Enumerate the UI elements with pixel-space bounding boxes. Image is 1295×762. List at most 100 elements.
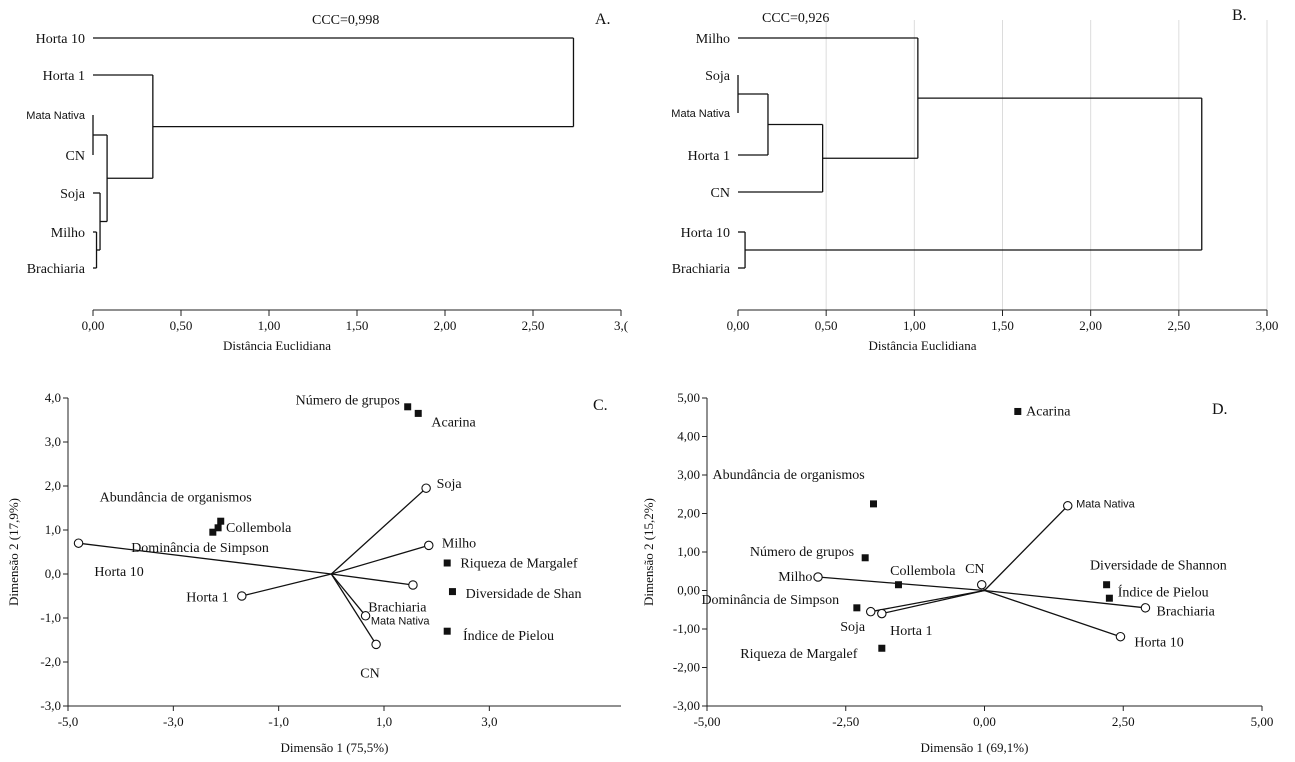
site-label: Soja — [840, 620, 866, 635]
site-vector — [870, 589, 985, 613]
y-tick-label: -2,00 — [673, 660, 700, 675]
leaf-label: Mata Nativa — [671, 108, 731, 120]
biplot-panel-d: -5,00 -2,50 0,00 2,50 5,00 5,00 4,00 3,00 2,00 1,… — [641, 390, 1273, 755]
variable-point — [414, 409, 422, 417]
site-vector — [241, 573, 332, 597]
site-label: Brachiaria — [368, 600, 427, 615]
variable-label: Abundância de organismos — [100, 490, 252, 505]
site-vector — [984, 505, 1069, 591]
x-tick-label: -5,00 — [693, 714, 720, 729]
dendrogram-panel-a: 0,00 0,50 1,00 1,50 2,00 2,50 3,(Distância Euc… — [26, 11, 628, 353]
site-label: CN — [360, 666, 379, 681]
leaf-label: Horta 10 — [36, 32, 85, 47]
site-label: Milho — [778, 570, 812, 585]
site-point — [1063, 501, 1073, 511]
site-label: Horta 1 — [890, 624, 932, 639]
biplot-panel-c: -5,0 -3,0 -1,0 1,0 3,04,03,02,01,00,0-1,0-2,… — [6, 390, 621, 755]
x-tick-label: 1,00 — [258, 318, 281, 333]
variable-label: Dominância de Simpson — [701, 593, 839, 608]
site-point — [976, 579, 987, 590]
y-tick-label: 0,0 — [45, 566, 61, 581]
site-label: Horta 1 — [186, 590, 228, 605]
variable-label: Número de grupos — [296, 394, 400, 409]
site-point — [237, 591, 247, 601]
x-tick-label: 5,00 — [1251, 714, 1274, 729]
site-label: Mata Nativa — [1076, 499, 1136, 511]
dendrogram-panel-b: 0,00 0,50 1,00 1,50 2,00 2,50 3,00 Distância Eu… — [671, 7, 1278, 353]
panel-label: D. — [1212, 401, 1228, 418]
site-label: Milho — [442, 537, 476, 552]
variable-point — [448, 588, 456, 596]
variable-label: Diversidade de Shan — [466, 587, 582, 602]
variable-label: Índice de Pielou — [1118, 583, 1209, 600]
x-tick-label: -2,50 — [832, 714, 859, 729]
variable-label: Índice de Pielou — [463, 627, 554, 644]
variable-point — [878, 644, 886, 652]
site-point — [1140, 603, 1151, 613]
x-tick-label: 1,50 — [991, 318, 1014, 333]
y-tick-label: 3,00 — [677, 467, 700, 482]
site-point — [408, 580, 418, 590]
variable-point — [443, 627, 451, 635]
site-point — [1115, 631, 1126, 642]
x-tick-label: 0,50 — [170, 318, 193, 333]
y-tick-label: -3,00 — [673, 698, 700, 713]
y-tick-label: -1,0 — [40, 610, 61, 625]
site-vector — [331, 544, 429, 575]
leaf-label: Soja — [60, 187, 86, 202]
site-label: Horta 10 — [1134, 635, 1183, 650]
variable-label: Riqueza de Margalef — [460, 556, 577, 571]
site-point — [877, 608, 887, 619]
x-tick-label: -5,0 — [58, 714, 79, 729]
leaf-label: Milho — [51, 226, 85, 241]
variable-label: Dominância de Simpson — [131, 541, 269, 556]
y-tick-label: 0,00 — [677, 583, 700, 598]
x-tick-label: 0,00 — [973, 714, 996, 729]
ccc-annotation: CCC=0,998 — [312, 13, 379, 28]
variable-label: Collembola — [226, 521, 292, 536]
x-tick-label: 0,00 — [82, 318, 105, 333]
variable-point — [217, 517, 225, 525]
ccc-annotation: CCC=0,926 — [762, 11, 829, 26]
leaf-label: Soja — [705, 69, 731, 84]
y-tick-label: -3,0 — [40, 698, 61, 713]
variable-label: Diversidade de Shannon — [1090, 558, 1227, 573]
site-point — [865, 606, 876, 617]
site-label: Soja — [437, 477, 463, 492]
site-vector — [881, 589, 985, 615]
site-label: CN — [965, 562, 984, 577]
site-vector — [330, 573, 367, 617]
site-vector — [331, 573, 414, 586]
x-tick-label: 1,50 — [346, 318, 369, 333]
x-tick-label: 0,50 — [815, 318, 838, 333]
y-tick-label: 5,00 — [677, 390, 700, 405]
x-tick-label: -3,0 — [163, 714, 184, 729]
x-tick-label: 2,00 — [1079, 318, 1102, 333]
site-vector — [984, 589, 1121, 638]
y-tick-label: 1,00 — [677, 544, 700, 559]
variable-point — [214, 524, 222, 532]
y-tick-label: 3,0 — [45, 434, 61, 449]
x-tick-label: -1,0 — [268, 714, 289, 729]
leaf-label: Brachiaria — [672, 262, 731, 277]
y-tick-label: 4,0 — [45, 390, 61, 405]
leaf-label: Horta 1 — [688, 149, 730, 164]
variable-point — [1014, 407, 1022, 415]
x-axis-title: Dimensão 1 (75,5%) — [281, 740, 389, 755]
x-tick-label: 1,00 — [903, 318, 926, 333]
y-tick-label: 4,00 — [677, 429, 700, 444]
x-axis-title: Distância Euclidiana — [223, 338, 331, 353]
x-tick-label: 2,50 — [1167, 318, 1190, 333]
panel-label: C. — [593, 397, 608, 414]
site-vector — [984, 589, 1146, 609]
variable-label: Acarina — [1026, 404, 1071, 419]
variable-label: Número de grupos — [750, 545, 854, 560]
x-axis-title: Distância Euclidiana — [869, 338, 977, 353]
leaf-label: Brachiaria — [27, 262, 86, 277]
variable-point — [870, 500, 877, 508]
site-label: Mata Nativa — [371, 616, 431, 628]
variable-point — [404, 403, 412, 411]
x-tick-label: 3,00 — [1256, 318, 1279, 333]
x-tick-label: 0,00 — [727, 318, 750, 333]
